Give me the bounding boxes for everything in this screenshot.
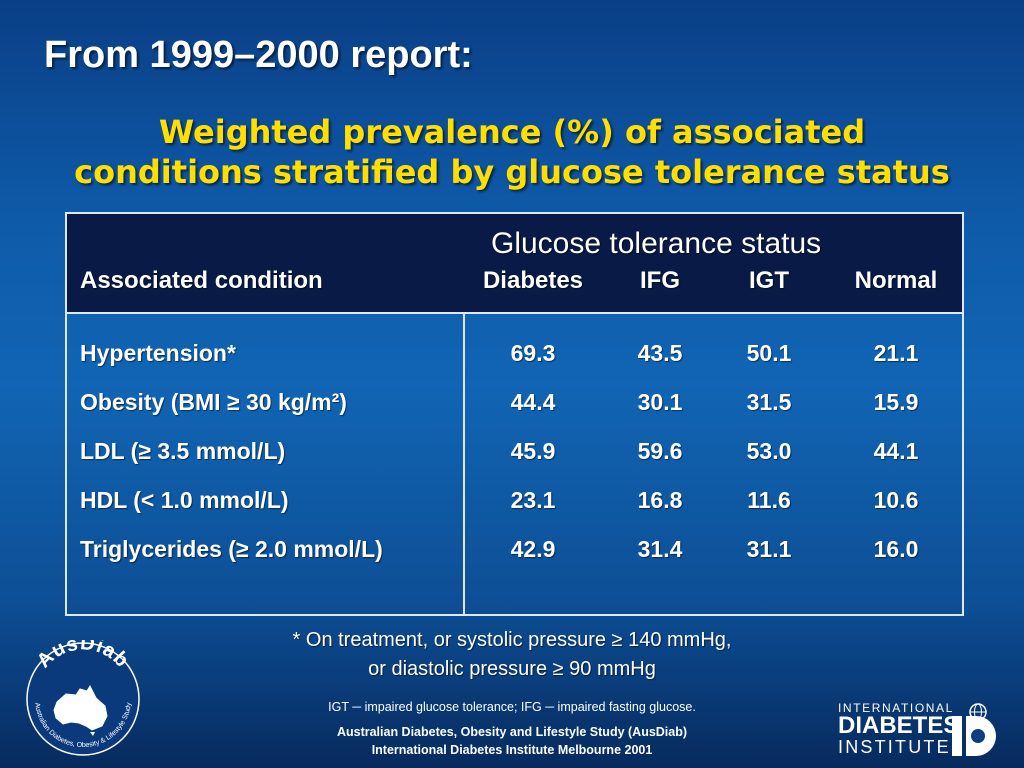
- ausdiab-logo: AusDiab Australian Diabetes, Obesity & L…: [26, 640, 140, 756]
- table-cell: 23.1: [510, 487, 556, 513]
- australia-map-icon: [53, 684, 108, 736]
- slide-subtitle: Weighted prevalence (%) of associated co…: [0, 112, 1024, 192]
- subtitle-line-1: Weighted prevalence (%) of associated: [158, 113, 866, 151]
- table-cell: 50.1: [746, 340, 792, 366]
- footnote: * On treatment, or systolic pressure ≥ 1…: [0, 626, 1024, 684]
- row-label: LDL (≥ 3.5 mmol/L): [80, 438, 286, 464]
- table-cell: 15.9: [873, 389, 919, 415]
- column-header-ifg: IFG: [640, 267, 680, 294]
- row-header: Associated condition: [80, 267, 323, 294]
- table-cell: 16.0: [873, 536, 919, 562]
- table-header: Glucose tolerance status Associated cond…: [67, 214, 962, 314]
- table-cell: 53.0: [746, 438, 792, 464]
- credit-line-2: International Diabetes Institute Melbour…: [371, 743, 653, 757]
- idi-line-3: INSTITUTE: [838, 737, 951, 757]
- abbreviations-note: IGT ─ impaired glucose tolerance; IFG ─ …: [328, 700, 696, 714]
- table-cell: 42.9: [510, 536, 556, 562]
- table-cell: 43.5: [637, 340, 683, 366]
- group-header: Glucose tolerance status: [491, 227, 822, 260]
- column-header-diabetes: Diabetes: [482, 267, 584, 294]
- row-label: Hypertension*: [80, 340, 236, 366]
- row-label: Obesity (BMI ≥ 30 kg/m²): [80, 389, 347, 415]
- table-cell: 59.6: [637, 438, 683, 464]
- globe-d-icon: [952, 703, 996, 756]
- table-cell: 11.6: [747, 487, 791, 513]
- source-credit: Australian Diabetes, Obesity and Lifesty…: [0, 723, 1024, 759]
- column-header-igt: IGT: [749, 267, 789, 294]
- footnote-line-2: or diastolic pressure ≥ 90 mmHg: [368, 658, 656, 680]
- table-cell: 69.3: [510, 340, 556, 366]
- idi-line-2: DIABETES: [838, 712, 960, 739]
- footnote-line-1: * On treatment, or systolic pressure ≥ 1…: [292, 629, 732, 651]
- slide-title: From 1999–2000 report:: [44, 34, 473, 76]
- table-cell: 31.5: [746, 389, 792, 415]
- idi-line-1: INTERNATIONAL: [838, 701, 954, 715]
- subtitle-line-2: conditions stratified by glucose toleran…: [74, 153, 950, 191]
- table-cell: 10.6: [873, 487, 919, 513]
- row-label: Triglycerides (≥ 2.0 mmol/L): [80, 536, 383, 562]
- column-header-normal: Normal: [854, 267, 938, 294]
- table-cell: 44.1: [873, 438, 919, 464]
- table-cell: 31.4: [637, 536, 683, 562]
- idi-logo: INTERNATIONAL DIABETES INSTITUTE: [838, 700, 1002, 758]
- table-cell: 44.4: [510, 389, 556, 415]
- prevalence-table: Glucose tolerance status Associated cond…: [65, 212, 964, 616]
- row-label: HDL (< 1.0 mmol/L): [80, 487, 289, 513]
- table-cell: 30.1: [637, 389, 683, 415]
- table-cell: 16.8: [637, 487, 683, 513]
- table-cell: 31.1: [746, 536, 792, 562]
- credit-line-1: Australian Diabetes, Obesity and Lifesty…: [336, 725, 688, 739]
- column-divider: [463, 314, 465, 614]
- table-cell: 45.9: [510, 438, 556, 464]
- table-cell: 21.1: [873, 340, 919, 366]
